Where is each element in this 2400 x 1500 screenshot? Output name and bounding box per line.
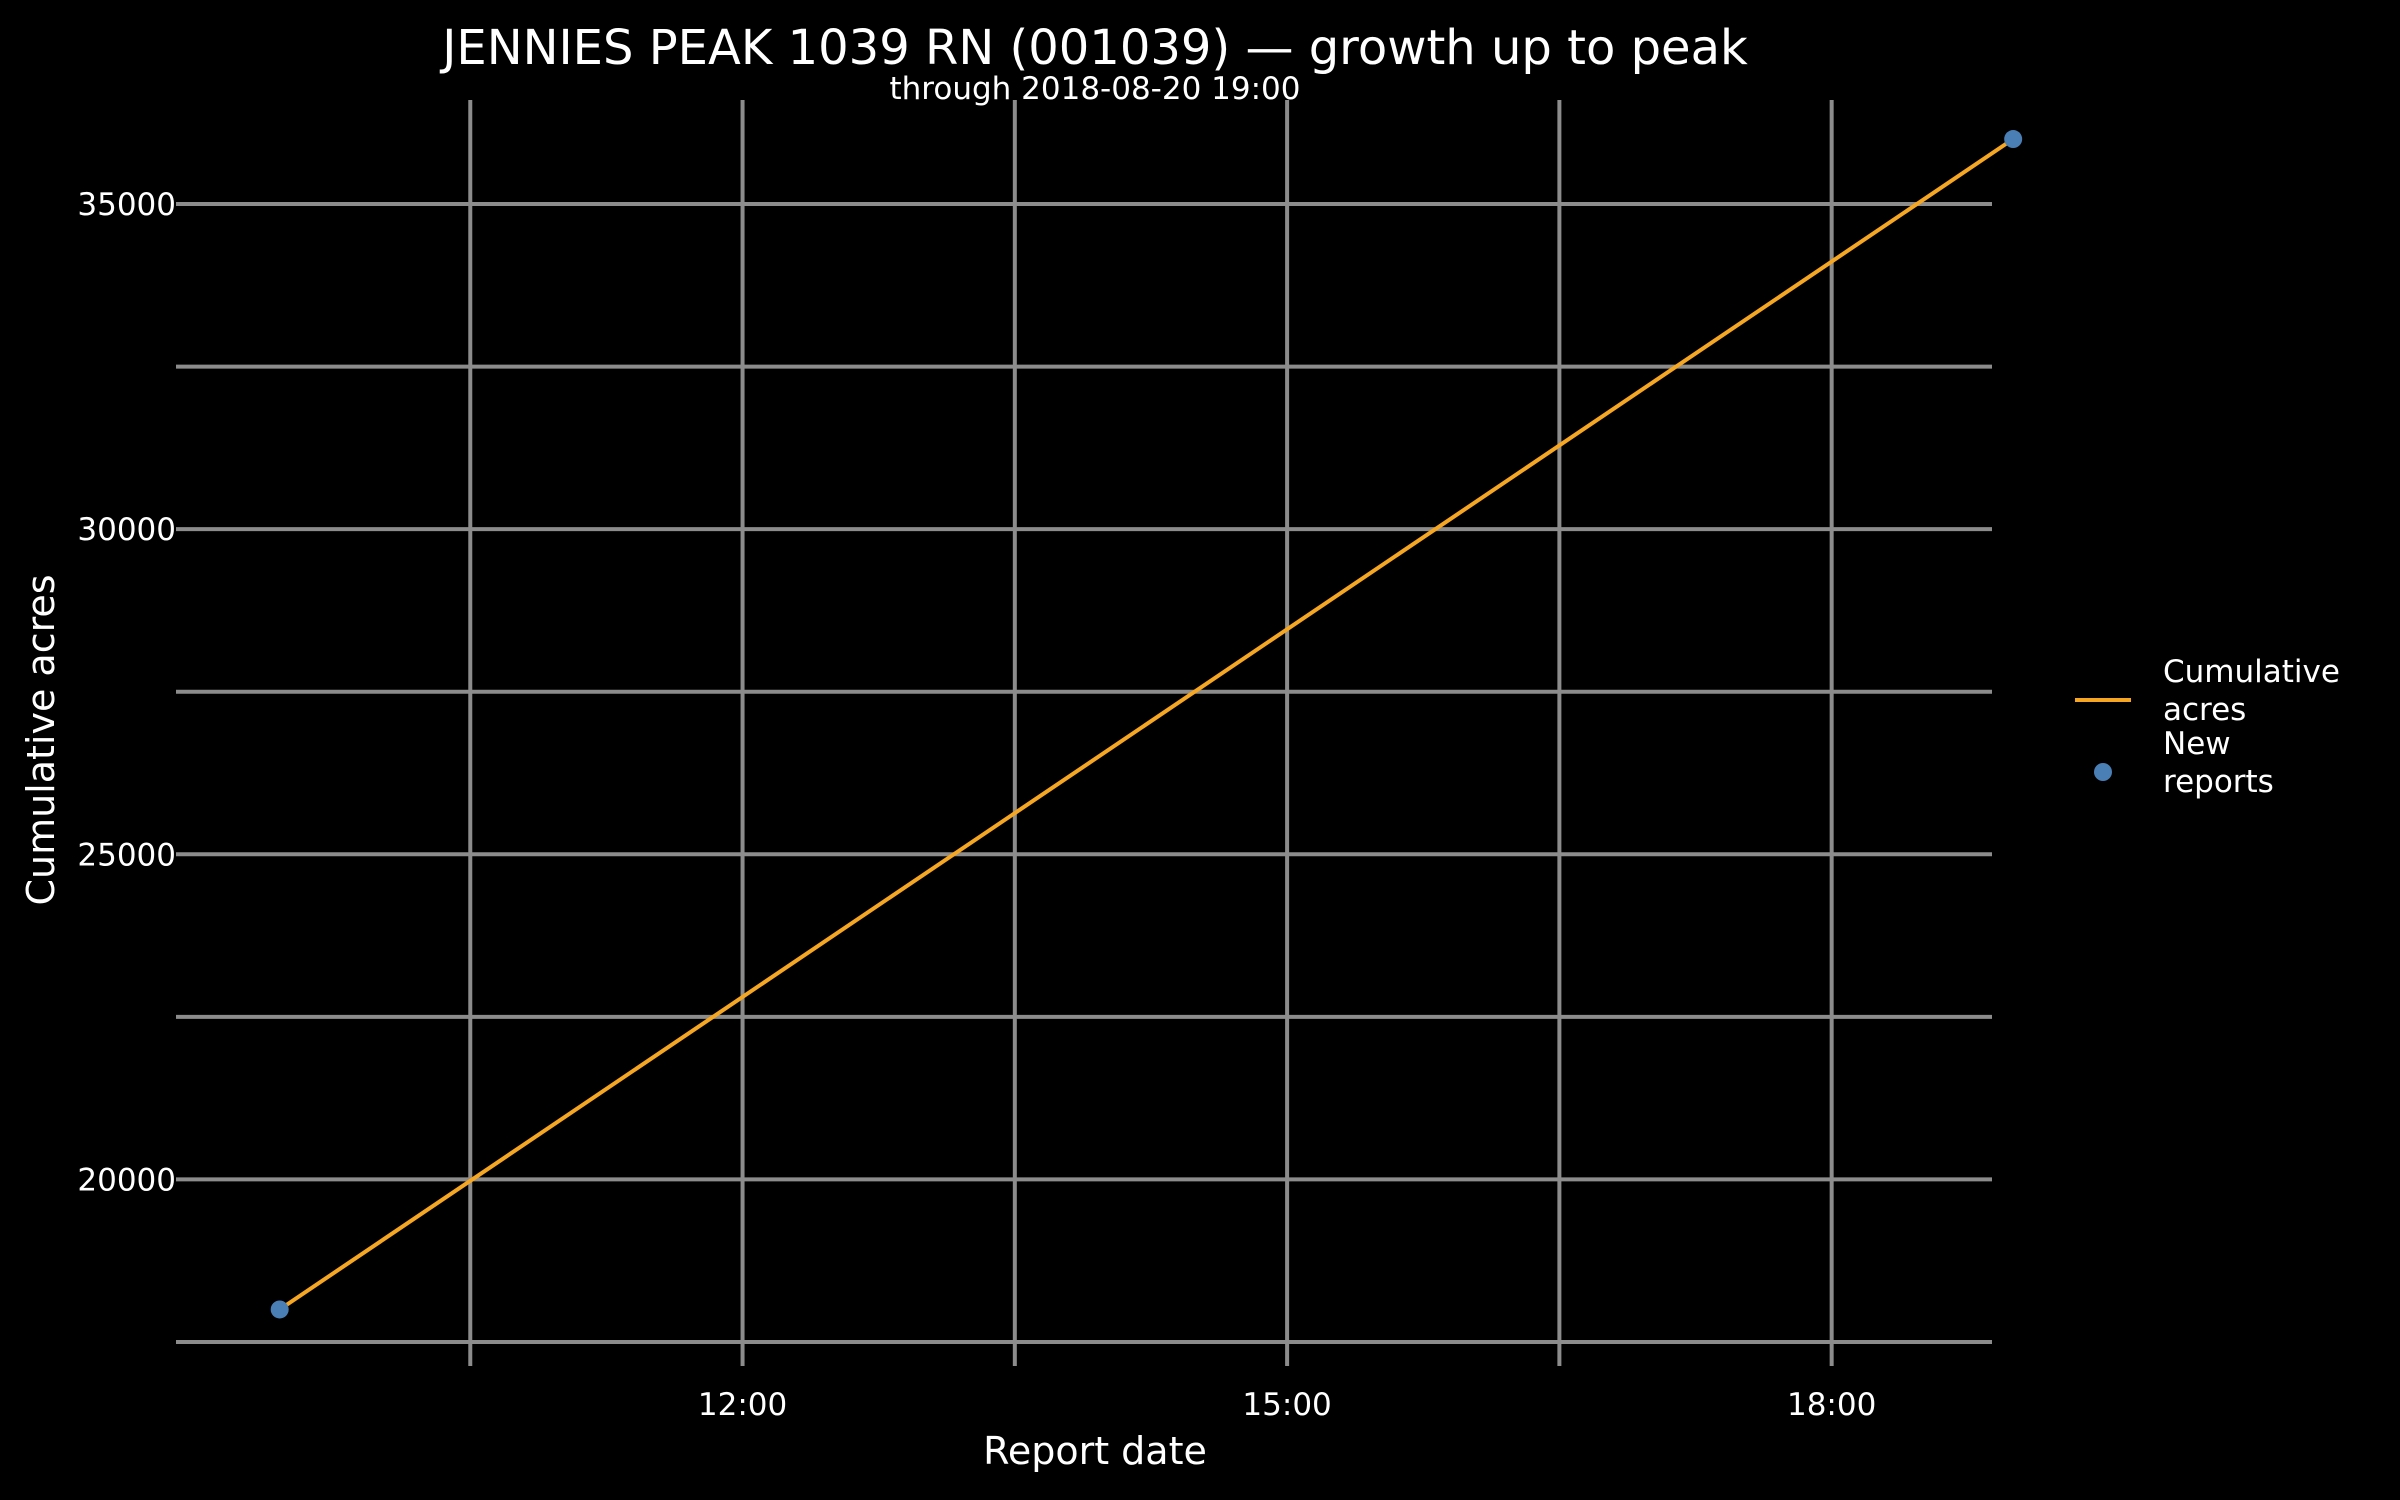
y-axis-title: Cumulative acres	[19, 574, 63, 905]
data-point-new-report	[2004, 130, 2023, 149]
tick-labels: 20000 25000 30000 35000 12:00 15:00 18:00	[77, 187, 1876, 1423]
legend-key-point	[2094, 763, 2112, 781]
x-tick-label: 12:00	[698, 1387, 787, 1423]
legend-label: Cumulative	[2163, 654, 2340, 690]
data-point-new-report	[270, 1300, 289, 1319]
y-tick-label: 25000	[77, 837, 176, 873]
y-tick-label: 35000	[77, 187, 176, 223]
y-tick-label: 30000	[77, 512, 176, 548]
grid	[176, 100, 1992, 1366]
legend-label: reports	[2163, 764, 2274, 800]
legend-label: New	[2163, 726, 2231, 762]
series	[270, 130, 2023, 1319]
x-tick-label: 18:00	[1787, 1387, 1876, 1423]
legend-label: acres	[2163, 692, 2246, 728]
y-tick-label: 20000	[77, 1162, 176, 1198]
chart-title: JENNIES PEAK 1039 RN (001039) — growth u…	[439, 20, 1748, 76]
x-tick-label: 15:00	[1242, 1387, 1331, 1423]
x-axis-title: Report date	[983, 1429, 1207, 1473]
series-line-cumulative-acres	[278, 137, 2015, 1312]
chart-subtitle: through 2018-08-20 19:00	[889, 71, 1300, 107]
